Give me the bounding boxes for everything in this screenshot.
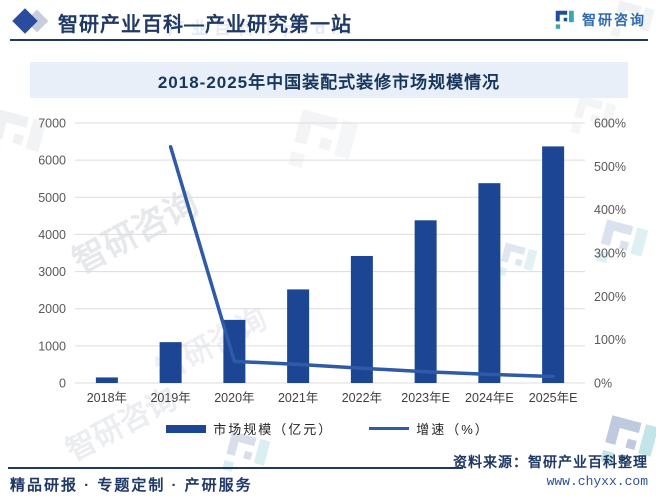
- right-axis-tick: 400%: [594, 203, 626, 217]
- website-url: www.chyxx.com: [546, 474, 648, 489]
- chart-legend: 市场规模（亿元） 增速（%）: [0, 419, 656, 438]
- bar-2025年E: [542, 146, 565, 383]
- bar-2018年: [95, 377, 118, 383]
- chart-title-banner: 2018-2025年中国装配式装修市场规模情况: [30, 62, 628, 98]
- footer-source-block: 资料来源：智研产业百科整理 www.chyxx.com: [453, 452, 648, 489]
- right-axis-tick: 300%: [594, 247, 626, 261]
- legend-item-market-size: 市场规模（亿元）: [166, 419, 333, 438]
- left-axis-tick: 5000: [38, 191, 66, 205]
- x-axis-label: 2023年E: [401, 391, 450, 405]
- bar-2020年: [223, 319, 246, 383]
- bar-series-label: 市场规模（亿元）: [213, 422, 334, 437]
- brand-title: 智研产业百科—产业研究第一站: [58, 14, 352, 36]
- left-axis-tick: 3000: [38, 265, 66, 279]
- bar-2024年E: [478, 183, 501, 383]
- market-size-chart: 0 1000 2000 3000 4000 5000 6000 7000 0% 100% 200% 3…: [0, 108, 656, 420]
- x-axis-label: 2018年: [87, 391, 127, 405]
- left-axis-tick: 4000: [38, 228, 66, 242]
- header-divider: [10, 39, 648, 41]
- x-axis-label: 2024年E: [465, 391, 514, 405]
- bar-2023年E: [414, 220, 437, 383]
- x-axis-label: 2021年: [278, 391, 318, 405]
- line-series-swatch: [369, 426, 410, 431]
- data-source-text: 资料来源：智研产业百科整理: [453, 454, 648, 470]
- x-axis-label: 2019年: [150, 391, 190, 405]
- growth-rate-line: [168, 145, 555, 379]
- left-axis-tick: 1000: [38, 339, 66, 353]
- line-series-label: 增速（%）: [416, 422, 490, 437]
- bar-2022年: [350, 255, 373, 383]
- legend-item-growth: 增速（%）: [369, 419, 490, 438]
- company-logo-icon: [555, 10, 574, 29]
- company-logo-text: 智研咨询: [582, 12, 646, 28]
- company-logo: 智研咨询: [554, 9, 646, 31]
- x-axis-label: 2025年E: [529, 391, 578, 405]
- right-axis-tick: 100%: [594, 333, 626, 347]
- right-axis-tick: 200%: [594, 290, 626, 304]
- bar-series-swatch: [166, 424, 207, 433]
- right-axis-tick: 500%: [594, 160, 626, 174]
- left-axis-tick: 7000: [38, 117, 66, 131]
- bar-2019年: [159, 342, 182, 383]
- right-axis-tick: 600%: [594, 117, 626, 131]
- bar-2021年: [287, 289, 310, 383]
- brand-diamond-icon: [12, 7, 54, 35]
- left-axis-tick: 2000: [38, 302, 66, 316]
- left-axis-tick: 6000: [38, 154, 66, 168]
- header: 智研产业百科—产业研究第一站 智研咨询: [0, 0, 656, 41]
- x-axis-label: 2022年: [342, 391, 382, 405]
- left-axis-tick: 0: [59, 377, 66, 391]
- footer-services-text: 精品研报 · 专题定制 · 产研服务: [10, 477, 253, 494]
- chart-canvas: 0 1000 2000 3000 4000 5000 6000 7000 0% 100% 200% 3…: [38, 117, 626, 406]
- chart-title: 2018-2025年中国装配式装修市场规模情况: [157, 72, 501, 92]
- x-axis-label: 2020年: [214, 391, 254, 405]
- right-axis-tick: 0%: [594, 377, 612, 391]
- footer-divider: [8, 467, 463, 469]
